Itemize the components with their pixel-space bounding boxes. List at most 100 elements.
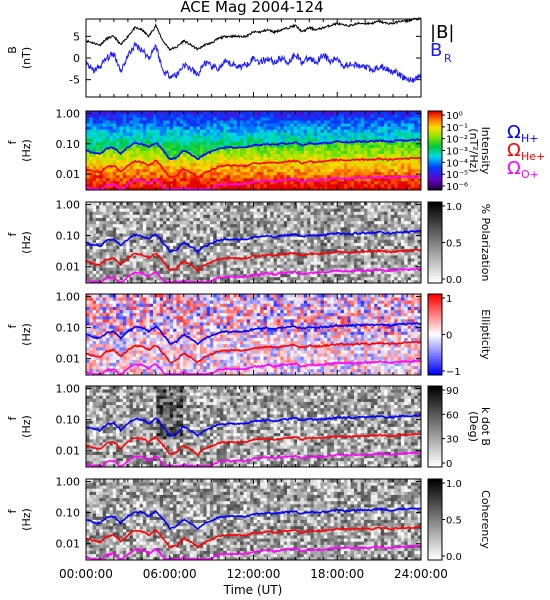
- spectrogram-cell: [414, 114, 419, 118]
- spectrogram-cell: [92, 132, 97, 136]
- spectrogram-cell: [139, 114, 144, 118]
- intensity-panel: f (Hz)1.000.100.0110⁰10⁻¹10⁻²10⁻³10⁻⁴10⁻⁵…: [6, 107, 545, 193]
- spectrogram-cell: [266, 264, 271, 268]
- spectrogram-cell: [189, 114, 194, 118]
- spectrogram-cell: [330, 202, 335, 206]
- spectrogram-cell: [374, 183, 378, 188]
- spectrogram-cell: [199, 165, 204, 170]
- spectrogram-cell: [417, 165, 422, 170]
- spectrogram-cell: [320, 220, 325, 225]
- spectrogram-cell: [193, 217, 197, 222]
- spectrogram-cell: [390, 132, 395, 136]
- spectrogram-cell: [263, 132, 268, 136]
- spectrogram-cell: [122, 111, 127, 115]
- spectrogram-cell: [112, 261, 117, 265]
- spectrogram-cell: [367, 153, 372, 157]
- spectrogram-cell: [86, 111, 90, 115]
- spectrogram-cell: [347, 251, 352, 256]
- spectrogram-cell: [169, 177, 174, 182]
- spectrogram-cell: [256, 174, 261, 179]
- spectrogram-cell: [92, 144, 97, 148]
- spectrogram-cell: [132, 147, 137, 151]
- spectrogram-cell: [179, 226, 184, 231]
- spectrogram-cell: [122, 117, 127, 121]
- spectrogram-cell: [136, 202, 140, 206]
- spectrogram-cell: [159, 245, 164, 250]
- spectrogram-cell: [189, 165, 194, 170]
- spectrogram-cell: [357, 177, 362, 182]
- spectrogram-cell: [243, 144, 248, 148]
- spectrogram-cell: [189, 168, 194, 173]
- spectrogram-cell: [387, 174, 392, 179]
- spectrogram-cell: [290, 208, 295, 212]
- spectrogram-cell: [313, 141, 318, 145]
- spectrogram-cell: [300, 245, 305, 250]
- spectrogram-cell: [233, 150, 238, 154]
- spectrogram-cell: [102, 267, 107, 271]
- spectrogram-cell: [156, 270, 161, 275]
- spectrogram-cell: [163, 138, 167, 142]
- spectrogram-cell: [86, 126, 90, 130]
- spectrogram-cell: [300, 120, 305, 124]
- spectrogram-cell: [253, 242, 258, 247]
- spectrogram-cell: [163, 114, 167, 118]
- spectrogram-cell: [209, 230, 214, 234]
- spectrogram-cell: [189, 156, 194, 161]
- spectrogram-cell: [149, 242, 154, 247]
- spectrogram-cell: [206, 138, 211, 142]
- spectrogram-cell: [230, 270, 234, 275]
- spectrogram-cell: [270, 120, 274, 124]
- spectrogram-cell: [256, 220, 261, 225]
- spectrogram-cell: [327, 186, 331, 191]
- spectrogram-cell: [246, 156, 251, 161]
- spectrogram-cell: [186, 276, 191, 281]
- spectrogram-cell: [263, 171, 268, 176]
- spectrogram-cell: [360, 120, 365, 124]
- spectrogram-cell: [193, 211, 197, 215]
- spectrogram-cell: [169, 114, 174, 118]
- spectrogram-cell: [253, 138, 258, 142]
- spectrogram-cell: [199, 114, 204, 118]
- spectrogram-cell: [290, 135, 295, 139]
- spectrogram-cell: [166, 211, 171, 215]
- spectrogram-cell: [142, 211, 147, 215]
- spectrogram-cell: [293, 138, 298, 142]
- spectrogram-cell: [166, 111, 171, 115]
- spectrogram-cell: [216, 202, 221, 206]
- spectrogram-cell: [364, 276, 368, 281]
- spectrogram-cell: [226, 123, 231, 127]
- spectrogram-cell: [357, 205, 362, 209]
- spectrogram-cell: [236, 276, 241, 281]
- spectrogram-cell: [230, 162, 234, 167]
- spectrogram-cell: [337, 183, 341, 188]
- spectrogram-cell: [223, 171, 228, 176]
- spectrogram-cell: [414, 165, 419, 170]
- spectrogram-cell: [163, 126, 167, 130]
- spectrogram-cell: [380, 168, 385, 173]
- spectrogram-cell: [390, 150, 395, 154]
- spectrogram-cell: [407, 114, 412, 118]
- spectrogram-cell: [203, 220, 207, 225]
- spectrogram-cell: [287, 138, 291, 142]
- spectrogram-cell: [347, 264, 352, 268]
- spectrogram-cell: [323, 144, 328, 148]
- spectrogram-cell: [159, 138, 164, 142]
- spectrogram-cell: [236, 258, 241, 262]
- spectrogram-cell: [156, 251, 161, 256]
- spectrogram-cell: [313, 261, 318, 265]
- spectrogram-cell: [139, 211, 144, 215]
- spectrogram-cell: [337, 205, 341, 209]
- spectrogram-cell: [193, 254, 197, 259]
- spectrogram-cell: [122, 141, 127, 145]
- spectrogram-cell: [276, 186, 281, 191]
- spectrogram-cell: [283, 236, 288, 240]
- spectrogram-cell: [343, 214, 348, 218]
- spectrogram-cell: [149, 214, 154, 218]
- spectrogram-cell: [290, 147, 295, 151]
- spectrogram-cell: [287, 126, 291, 130]
- spectrogram-cell: [223, 230, 228, 234]
- spectrogram-cell: [89, 217, 94, 222]
- spectrogram-cell: [96, 171, 100, 176]
- spectrogram-cell: [156, 239, 161, 243]
- spectrogram-cell: [317, 111, 321, 115]
